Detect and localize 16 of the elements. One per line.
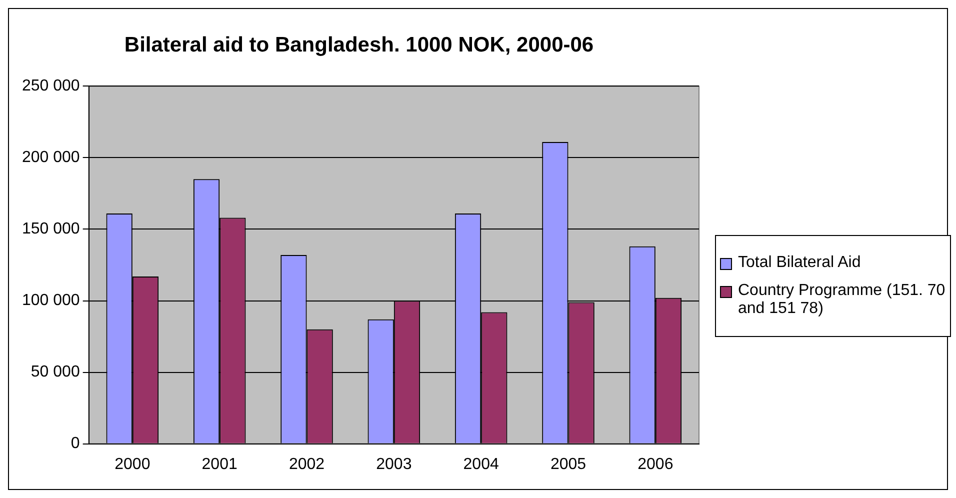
x-tick-label: 2001 (202, 456, 238, 473)
y-tick-label: 200 000 (22, 149, 80, 166)
x-tick-label: 2002 (288, 456, 325, 473)
y-tick-label: 250 000 (22, 78, 80, 95)
x-tick-label: 2003 (376, 456, 412, 473)
x-tick-label: 2000 (114, 456, 150, 473)
chart-title: Bilateral aid to Bangladesh. 1000 NOK, 2000-06 (124, 33, 594, 56)
legend-label: Total Bilateral Aid (738, 254, 861, 272)
x-tick-label: 2006 (638, 456, 674, 473)
x-tick-label: 2004 (463, 456, 499, 473)
y-tick-label: 50 000 (30, 364, 80, 381)
x-tick-label: 2005 (550, 456, 586, 473)
y-tick-label: 150 000 (22, 220, 80, 238)
y-tick-label: 100 000 (22, 292, 80, 310)
legend-label: Country Programme (151. 70 and 151 78) (738, 282, 946, 318)
y-tick-label: 0 (70, 435, 80, 452)
